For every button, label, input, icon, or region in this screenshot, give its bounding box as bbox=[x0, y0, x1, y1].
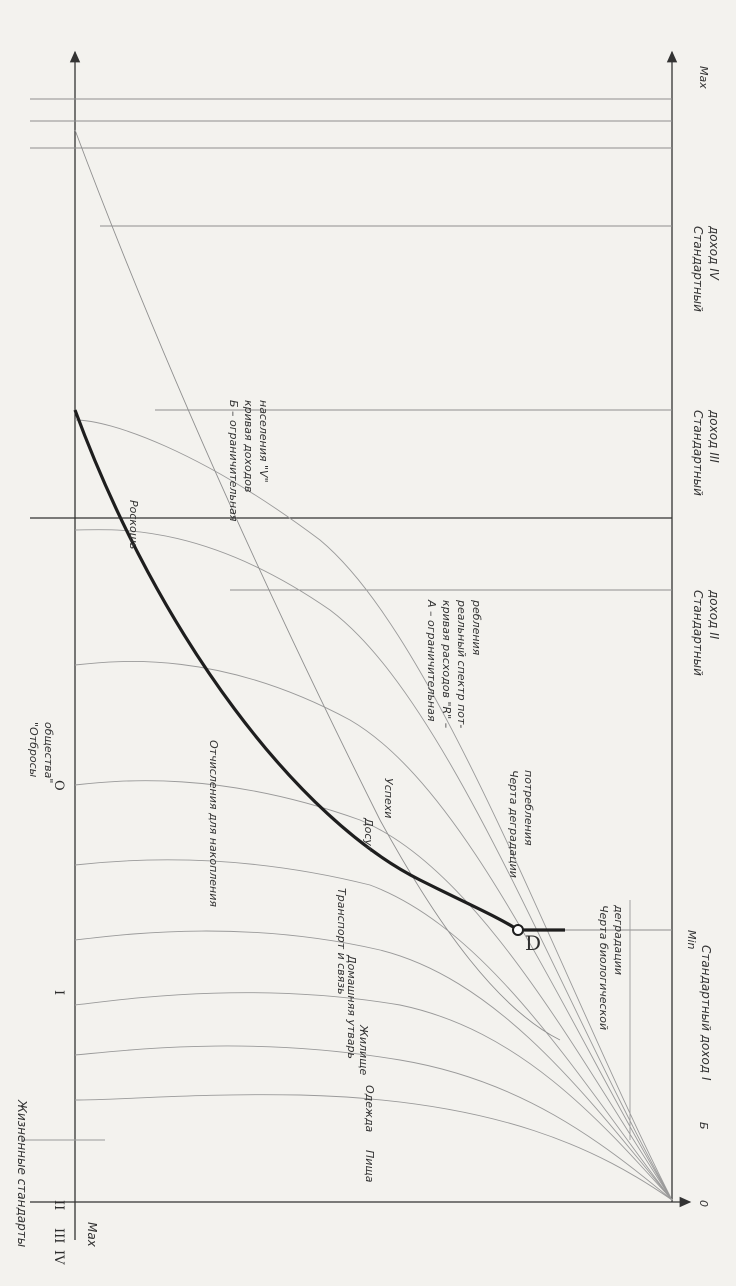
curve-food bbox=[74, 1094, 673, 1201]
tick-b: Б bbox=[697, 1122, 710, 1130]
label-transport: Транспорт и связь bbox=[335, 888, 348, 995]
point-d bbox=[512, 924, 524, 936]
curve-housing bbox=[74, 992, 673, 1201]
bio-line-2: деградации bbox=[612, 904, 625, 975]
income-iv-b: доход IV bbox=[707, 225, 721, 281]
curve-a-label-1: А – ограничительная bbox=[425, 599, 438, 722]
tick-min: Min bbox=[685, 930, 698, 950]
level-i: I bbox=[51, 990, 66, 995]
label-household: Домашняя утварь bbox=[345, 954, 358, 1059]
curve-b bbox=[74, 129, 561, 1041]
income-iii-b: доход III bbox=[707, 409, 721, 463]
income-iv-a: Стандартный bbox=[691, 226, 705, 312]
side-label: Жизненные стандарты bbox=[15, 1099, 29, 1247]
curve-a-label-2: кривая расходов "R" – bbox=[440, 600, 453, 729]
label-success: Успехи bbox=[382, 778, 395, 818]
curve-luxury bbox=[74, 419, 673, 1201]
label-food: Пища bbox=[363, 1150, 376, 1183]
curve-household bbox=[74, 930, 673, 1201]
level-ii: II bbox=[51, 1200, 66, 1210]
curve-a-label-3: реальный спектр пот- bbox=[455, 599, 468, 728]
outcast-2: общества" bbox=[42, 722, 55, 783]
item-curves bbox=[74, 419, 673, 1201]
income-iii-a: Стандартный bbox=[691, 410, 705, 496]
origin-zero: 0 bbox=[697, 1200, 710, 1207]
level-o: O bbox=[51, 780, 66, 791]
curve-b-label-2: кривая доходов bbox=[242, 400, 255, 493]
label-clothing: Одежда bbox=[363, 1085, 376, 1133]
label-savings: Отчисления для накопления bbox=[207, 740, 220, 907]
label-luxury: Роскошь bbox=[127, 500, 140, 549]
x-max: Max bbox=[697, 66, 710, 89]
income-ii-a: Стандартный bbox=[691, 590, 705, 676]
income-ii-b: доход II bbox=[707, 589, 721, 640]
point-d-label: D bbox=[525, 931, 541, 955]
label-leisure: Досуг bbox=[362, 817, 375, 852]
curve-b-label-1: Б – ограничительная bbox=[227, 400, 240, 522]
label-housing: Жилище bbox=[357, 1024, 370, 1076]
bio-line-1: Черта биологической bbox=[597, 905, 610, 1030]
curve-a bbox=[73, 409, 565, 932]
level-iv: IV bbox=[51, 1250, 66, 1265]
curve-a-label-4: ребления bbox=[470, 599, 483, 656]
curve-success bbox=[74, 661, 673, 1201]
curve-clothing bbox=[74, 1045, 673, 1201]
curve-b-label-3: населения "V" bbox=[257, 400, 270, 483]
income-i: Стандартный доход I bbox=[699, 945, 713, 1081]
degradation-line-2: потребления bbox=[522, 770, 535, 846]
level-iii: III bbox=[51, 1228, 66, 1243]
curve-transport bbox=[74, 859, 673, 1201]
curve-savings bbox=[74, 529, 673, 1201]
degradation-line-1: Черта деградации bbox=[507, 770, 520, 878]
outcast-1: "Отбросы bbox=[27, 722, 40, 778]
y-max: Max bbox=[85, 1222, 99, 1248]
curve-leisure bbox=[74, 780, 673, 1201]
